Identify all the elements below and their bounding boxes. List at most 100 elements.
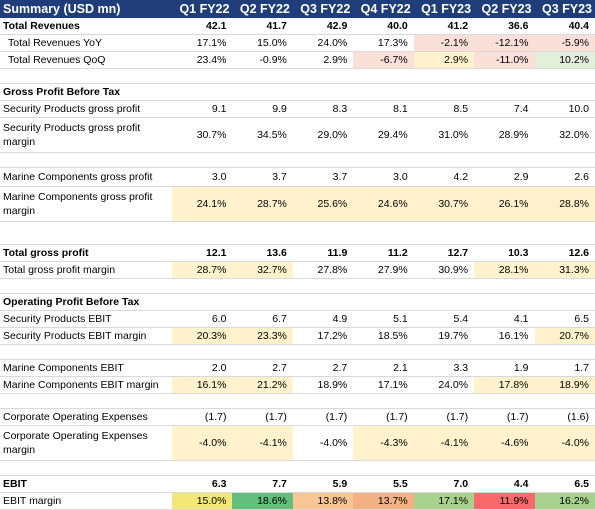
value-cell: 30.9% [414, 262, 474, 279]
empty-cell [474, 69, 534, 84]
value-cell: 5.4 [414, 311, 474, 328]
spacer-cell [0, 153, 172, 168]
value-cell: 12.6 [535, 245, 595, 262]
empty-cell [353, 84, 413, 101]
value-cell: 11.2 [353, 245, 413, 262]
value-cell: 3.0 [172, 168, 232, 187]
value-cell: 13.7% [353, 493, 413, 510]
header-title: Summary (USD mn) [0, 0, 172, 18]
value-cell: 31.0% [414, 118, 474, 153]
value-cell: 7.7 [232, 476, 292, 493]
value-cell: 15.0% [232, 35, 292, 52]
empty-cell [172, 69, 232, 84]
empty-cell [172, 222, 232, 245]
value-cell: 5.5 [353, 476, 413, 493]
section-label: Operating Profit Before Tax [0, 294, 172, 311]
value-cell: 7.0 [414, 476, 474, 493]
empty-cell [535, 69, 595, 84]
value-cell: 42.1 [172, 18, 232, 35]
empty-cell [293, 394, 353, 409]
value-cell: 9.1 [172, 101, 232, 118]
section-header-row: Operating Profit Before Tax [0, 294, 595, 311]
empty-cell [172, 345, 232, 360]
empty-cell [414, 345, 474, 360]
value-cell: 42.9 [293, 18, 353, 35]
spacer-cell [0, 345, 172, 360]
value-cell: 24.0% [414, 377, 474, 394]
spacer-row [0, 461, 595, 476]
value-cell: 2.0 [172, 360, 232, 377]
value-cell: 32.0% [535, 118, 595, 153]
value-cell: 10.3 [474, 245, 534, 262]
row-label: Marine Components EBIT margin [0, 377, 172, 394]
empty-cell [232, 461, 292, 476]
value-cell: -4.0% [535, 426, 595, 461]
header-row: Summary (USD mn) Q1 FY22 Q2 FY22 Q3 FY22… [0, 0, 595, 18]
value-cell: (1.7) [172, 409, 232, 426]
value-cell: 40.4 [535, 18, 595, 35]
value-cell: 15.0% [172, 493, 232, 510]
value-cell: 28.9% [474, 118, 534, 153]
value-cell: (1.7) [293, 409, 353, 426]
empty-cell [474, 222, 534, 245]
value-cell: 18.5% [353, 328, 413, 345]
row-label: Total gross profit margin [0, 262, 172, 279]
table-row: Corporate Operating Expenses margin -4.0%… [0, 426, 595, 461]
value-cell: 6.7 [232, 311, 292, 328]
value-cell: 2.9% [414, 52, 474, 69]
row-label: Security Products EBIT [0, 311, 172, 328]
value-cell: 17.8% [474, 377, 534, 394]
value-cell: 19.7% [414, 328, 474, 345]
value-cell: 17.2% [293, 328, 353, 345]
table-row: Corporate Operating Expenses(1.7)(1.7)(1… [0, 409, 595, 426]
value-cell: 11.9% [474, 493, 534, 510]
value-cell: 4.4 [474, 476, 534, 493]
row-label: Corporate Operating Expenses margin [0, 426, 172, 461]
value-cell: 6.0 [172, 311, 232, 328]
value-cell: 18.9% [535, 377, 595, 394]
row-label: Total gross profit [0, 245, 172, 262]
value-cell: 8.5 [414, 101, 474, 118]
value-cell: 17.1% [172, 35, 232, 52]
value-cell: -2.1% [414, 35, 474, 52]
value-cell: 8.3 [293, 101, 353, 118]
spacer-row [0, 69, 595, 84]
value-cell: 2.7 [293, 360, 353, 377]
value-cell: 6.3 [172, 476, 232, 493]
spacer-row [0, 153, 595, 168]
empty-cell [353, 394, 413, 409]
value-cell: -11.0% [474, 52, 534, 69]
empty-cell [535, 294, 595, 311]
value-cell: 17.1% [414, 493, 474, 510]
spacer-row [0, 279, 595, 294]
header-col-q3-fy23: Q3 FY23 [535, 0, 595, 18]
spacer-cell [0, 222, 172, 245]
value-cell: 28.7% [172, 262, 232, 279]
empty-cell [172, 279, 232, 294]
empty-cell [353, 153, 413, 168]
value-cell: 12.1 [172, 245, 232, 262]
value-cell: 18.6% [232, 493, 292, 510]
value-cell: 4.1 [474, 311, 534, 328]
section-header-row: Gross Profit Before Tax [0, 84, 595, 101]
empty-cell [535, 279, 595, 294]
value-cell: 34.5% [232, 118, 292, 153]
empty-cell [414, 153, 474, 168]
value-cell: 41.2 [414, 18, 474, 35]
value-cell: -4.1% [232, 426, 292, 461]
empty-cell [293, 222, 353, 245]
empty-cell [353, 294, 413, 311]
value-cell: 26.1% [474, 187, 534, 222]
value-cell: 30.7% [172, 118, 232, 153]
empty-cell [293, 279, 353, 294]
empty-cell [474, 279, 534, 294]
header-col-q1-fy23: Q1 FY23 [414, 0, 474, 18]
empty-cell [293, 84, 353, 101]
value-cell: 1.7 [535, 360, 595, 377]
